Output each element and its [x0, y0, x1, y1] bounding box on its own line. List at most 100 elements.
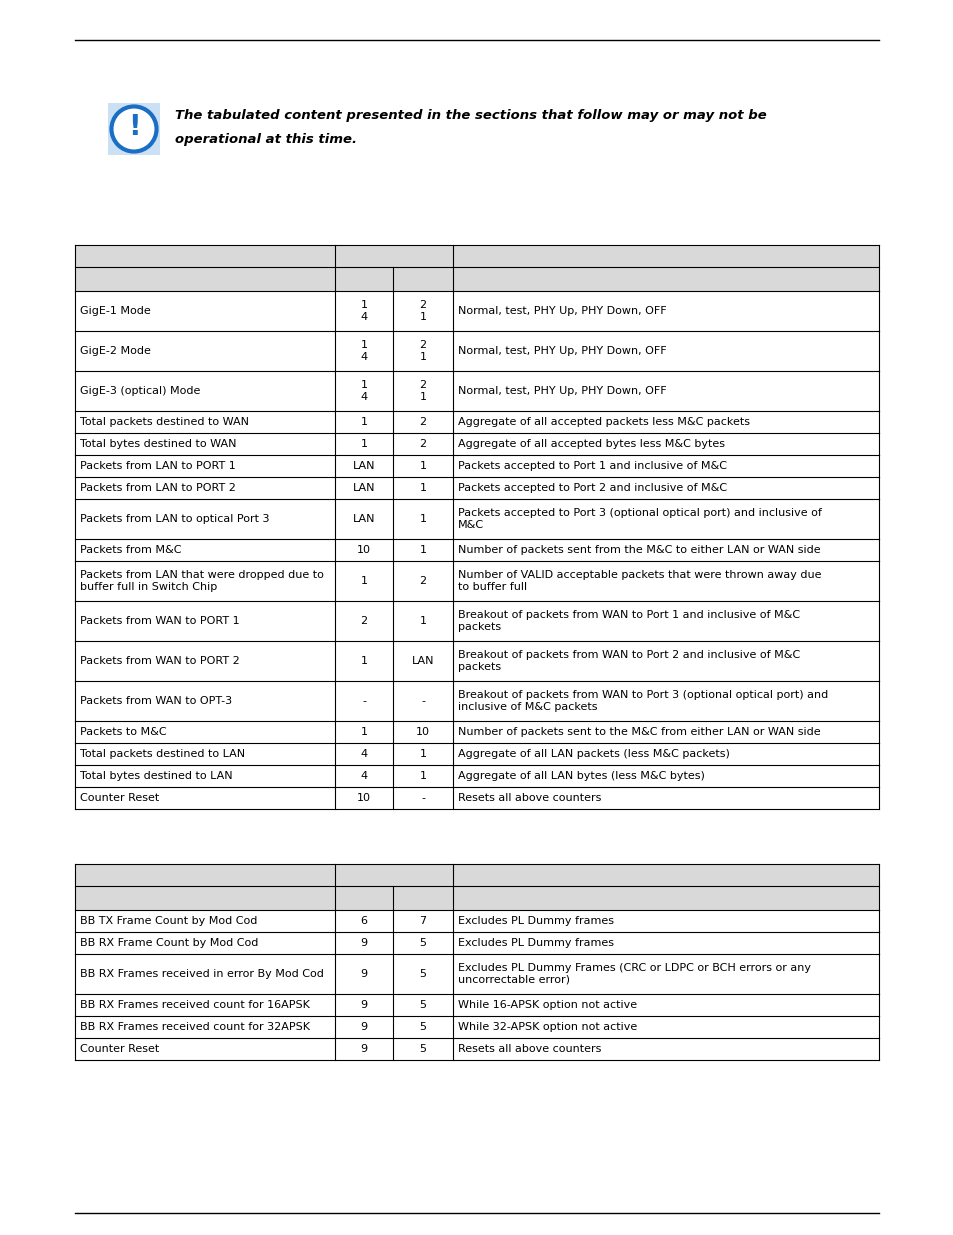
Text: 9: 9: [360, 1044, 367, 1053]
Text: 2
1: 2 1: [419, 300, 426, 322]
Text: Number of packets sent from the M&C to either LAN or WAN side: Number of packets sent from the M&C to e…: [457, 545, 820, 555]
Text: Packets accepted to Port 2 and inclusive of M&C: Packets accepted to Port 2 and inclusive…: [457, 483, 726, 493]
Text: Packets from LAN to PORT 1: Packets from LAN to PORT 1: [80, 461, 235, 471]
Text: Aggregate of all LAN bytes (less M&C bytes): Aggregate of all LAN bytes (less M&C byt…: [457, 771, 704, 781]
Circle shape: [110, 105, 158, 153]
Text: Packets accepted to Port 3 (optional optical port) and inclusive of
M&C: Packets accepted to Port 3 (optional opt…: [457, 508, 821, 530]
Text: LAN: LAN: [412, 656, 434, 666]
FancyBboxPatch shape: [75, 864, 878, 910]
Text: BB RX Frames received in error By Mod Cod: BB RX Frames received in error By Mod Co…: [80, 969, 323, 979]
Text: 4: 4: [360, 771, 367, 781]
Text: Number of packets sent to the M&C from either LAN or WAN side: Number of packets sent to the M&C from e…: [457, 727, 820, 737]
Text: 1: 1: [360, 656, 367, 666]
Text: 9: 9: [360, 1023, 367, 1032]
Text: 9: 9: [360, 939, 367, 948]
Text: 10: 10: [416, 727, 430, 737]
Text: 1: 1: [419, 545, 426, 555]
Text: Counter Reset: Counter Reset: [80, 793, 159, 803]
Text: Packets from WAN to PORT 2: Packets from WAN to PORT 2: [80, 656, 239, 666]
Text: 4: 4: [360, 748, 367, 760]
Text: While 16-APSK option not active: While 16-APSK option not active: [457, 1000, 637, 1010]
Text: 1: 1: [419, 514, 426, 524]
Text: 9: 9: [360, 969, 367, 979]
Text: !: !: [128, 112, 140, 141]
Text: Excludes PL Dummy frames: Excludes PL Dummy frames: [457, 939, 614, 948]
Text: Resets all above counters: Resets all above counters: [457, 793, 600, 803]
Text: 1: 1: [360, 576, 367, 585]
Text: LAN: LAN: [353, 483, 375, 493]
Text: Excludes PL Dummy Frames (CRC or LDPC or BCH errors or any
uncorrectable error): Excludes PL Dummy Frames (CRC or LDPC or…: [457, 963, 810, 984]
Text: Total packets destined to WAN: Total packets destined to WAN: [80, 417, 249, 427]
Text: 2: 2: [360, 616, 367, 626]
Text: Total bytes destined to WAN: Total bytes destined to WAN: [80, 438, 236, 450]
Text: 1: 1: [419, 748, 426, 760]
Text: BB RX Frames received count for 32APSK: BB RX Frames received count for 32APSK: [80, 1023, 310, 1032]
Text: 1
4: 1 4: [360, 380, 367, 401]
Text: 2
1: 2 1: [419, 340, 426, 362]
Text: Packets from WAN to OPT-3: Packets from WAN to OPT-3: [80, 697, 232, 706]
Text: Packets to M&C: Packets to M&C: [80, 727, 167, 737]
Text: Breakout of packets from WAN to Port 1 and inclusive of M&C
packets: Breakout of packets from WAN to Port 1 a…: [457, 610, 800, 632]
Text: Packets from WAN to PORT 1: Packets from WAN to PORT 1: [80, 616, 239, 626]
Text: 1: 1: [419, 483, 426, 493]
Text: -: -: [361, 697, 366, 706]
Text: Aggregate of all LAN packets (less M&C packets): Aggregate of all LAN packets (less M&C p…: [457, 748, 729, 760]
FancyBboxPatch shape: [75, 245, 878, 291]
Text: 1: 1: [419, 771, 426, 781]
Text: Number of VALID acceptable packets that were thrown away due
to buffer full: Number of VALID acceptable packets that …: [457, 571, 821, 592]
Text: Normal, test, PHY Up, PHY Down, OFF: Normal, test, PHY Up, PHY Down, OFF: [457, 387, 666, 396]
Text: 5: 5: [419, 939, 426, 948]
Text: Breakout of packets from WAN to Port 2 and inclusive of M&C
packets: Breakout of packets from WAN to Port 2 a…: [457, 650, 800, 672]
Text: BB TX Frame Count by Mod Cod: BB TX Frame Count by Mod Cod: [80, 916, 257, 926]
Text: BB RX Frame Count by Mod Cod: BB RX Frame Count by Mod Cod: [80, 939, 258, 948]
Text: 6: 6: [360, 916, 367, 926]
Text: -: -: [420, 793, 424, 803]
FancyBboxPatch shape: [108, 103, 160, 156]
Text: 9: 9: [360, 1000, 367, 1010]
Text: Packets from M&C: Packets from M&C: [80, 545, 181, 555]
Text: The tabulated content presented in the sections that follow may or may not be: The tabulated content presented in the s…: [174, 109, 766, 121]
Text: Packets from LAN to optical Port 3: Packets from LAN to optical Port 3: [80, 514, 269, 524]
Text: Aggregate of all accepted bytes less M&C bytes: Aggregate of all accepted bytes less M&C…: [457, 438, 724, 450]
Text: 1: 1: [360, 727, 367, 737]
Text: GigE-3 (optical) Mode: GigE-3 (optical) Mode: [80, 387, 200, 396]
Text: 2: 2: [419, 576, 426, 585]
Text: Packets from LAN to PORT 2: Packets from LAN to PORT 2: [80, 483, 235, 493]
Text: 2: 2: [419, 417, 426, 427]
Text: -: -: [420, 697, 424, 706]
Text: Aggregate of all accepted packets less M&C packets: Aggregate of all accepted packets less M…: [457, 417, 749, 427]
Text: Normal, test, PHY Up, PHY Down, OFF: Normal, test, PHY Up, PHY Down, OFF: [457, 346, 666, 356]
Text: 10: 10: [356, 545, 371, 555]
Text: 1
4: 1 4: [360, 300, 367, 322]
Text: Breakout of packets from WAN to Port 3 (optional optical port) and
inclusive of : Breakout of packets from WAN to Port 3 (…: [457, 690, 827, 711]
Text: 5: 5: [419, 1000, 426, 1010]
Text: 2: 2: [419, 438, 426, 450]
Circle shape: [114, 109, 153, 148]
Text: Total bytes destined to LAN: Total bytes destined to LAN: [80, 771, 233, 781]
Text: Packets from LAN that were dropped due to
buffer full in Switch Chip: Packets from LAN that were dropped due t…: [80, 571, 323, 592]
Text: BB RX Frames received count for 16APSK: BB RX Frames received count for 16APSK: [80, 1000, 310, 1010]
Text: 1
4: 1 4: [360, 340, 367, 362]
Text: 5: 5: [419, 1023, 426, 1032]
Text: Resets all above counters: Resets all above counters: [457, 1044, 600, 1053]
Text: 10: 10: [356, 793, 371, 803]
Text: GigE-2 Mode: GigE-2 Mode: [80, 346, 151, 356]
Text: 5: 5: [419, 1044, 426, 1053]
Text: 7: 7: [419, 916, 426, 926]
Text: Normal, test, PHY Up, PHY Down, OFF: Normal, test, PHY Up, PHY Down, OFF: [457, 306, 666, 316]
Text: 1: 1: [419, 616, 426, 626]
Text: Total packets destined to LAN: Total packets destined to LAN: [80, 748, 245, 760]
Text: Excludes PL Dummy frames: Excludes PL Dummy frames: [457, 916, 614, 926]
Text: While 32-APSK option not active: While 32-APSK option not active: [457, 1023, 637, 1032]
Text: operational at this time.: operational at this time.: [174, 132, 356, 146]
Text: 1: 1: [360, 438, 367, 450]
Text: GigE-1 Mode: GigE-1 Mode: [80, 306, 151, 316]
Text: 2
1: 2 1: [419, 380, 426, 401]
Text: 1: 1: [360, 417, 367, 427]
Text: Counter Reset: Counter Reset: [80, 1044, 159, 1053]
Text: 1: 1: [419, 461, 426, 471]
Text: Packets accepted to Port 1 and inclusive of M&C: Packets accepted to Port 1 and inclusive…: [457, 461, 726, 471]
Text: 5: 5: [419, 969, 426, 979]
Text: LAN: LAN: [353, 461, 375, 471]
Text: LAN: LAN: [353, 514, 375, 524]
